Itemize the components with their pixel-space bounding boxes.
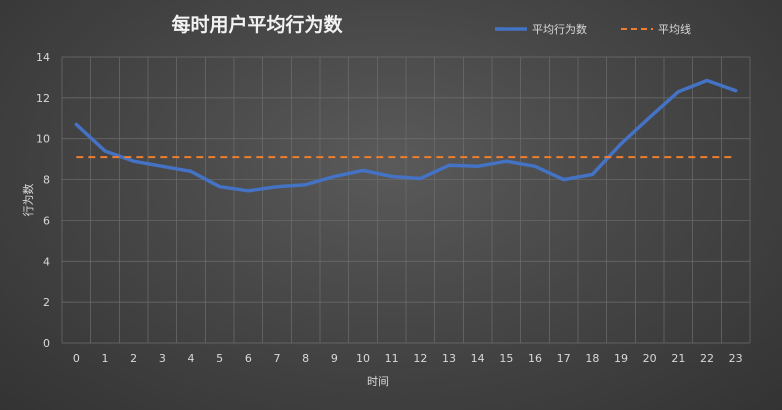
y-tick-label: 0 <box>43 337 50 350</box>
x-tick-label: 13 <box>442 352 456 365</box>
x-tick-label: 0 <box>73 352 80 365</box>
x-tick-label: 2 <box>130 352 137 365</box>
x-tick-label: 11 <box>385 352 399 365</box>
legend: 平均行为数 平均线 <box>495 22 691 36</box>
y-tick-label: 4 <box>43 255 50 268</box>
x-tick-label: 19 <box>614 352 628 365</box>
x-tick-label: 18 <box>585 352 599 365</box>
y-tick-label: 12 <box>36 92 50 105</box>
x-tick-label: 14 <box>471 352 485 365</box>
x-tick-label: 10 <box>356 352 370 365</box>
x-tick-label: 7 <box>274 352 281 365</box>
x-tick-label: 1 <box>102 352 109 365</box>
x-tick-label: 5 <box>216 352 223 365</box>
y-tick-label: 8 <box>43 174 50 187</box>
x-axis-title: 时间 <box>367 375 389 388</box>
chart-title: 每时用户平均行为数 <box>171 13 343 36</box>
x-tick-label: 20 <box>643 352 657 365</box>
y-tick-label: 6 <box>43 214 50 227</box>
x-tick-label: 17 <box>557 352 571 365</box>
gridlines <box>61 56 751 344</box>
x-tick-label: 23 <box>729 352 743 365</box>
x-axis-tick-labels: 0 1 2 3 4 5 6 7 8 9 10 11 12 13 14 15 16 17 18 19 20 21 22 23 <box>73 352 743 365</box>
y-axis-tick-labels: 0 2 4 6 8 10 12 14 <box>36 51 50 350</box>
x-tick-label: 22 <box>700 352 714 365</box>
x-tick-label: 15 <box>499 352 513 365</box>
y-tick-label: 10 <box>36 133 50 146</box>
x-tick-label: 8 <box>302 352 309 365</box>
legend-label-series-2: 平均线 <box>658 22 691 36</box>
x-tick-label: 16 <box>528 352 542 365</box>
x-tick-label: 6 <box>245 352 252 365</box>
legend-label-series-1: 平均行为数 <box>532 23 587 36</box>
y-tick-label: 2 <box>43 296 50 309</box>
series-line-1 <box>74 78 738 193</box>
x-tick-label: 21 <box>671 352 685 365</box>
x-tick-label: 9 <box>331 352 338 365</box>
x-tick-label: 4 <box>188 352 195 365</box>
x-tick-label: 3 <box>159 352 166 365</box>
y-tick-label: 14 <box>36 51 50 64</box>
y-axis-title: 行为数 <box>22 184 35 217</box>
series-lines <box>74 78 738 193</box>
x-tick-label: 12 <box>413 352 427 365</box>
